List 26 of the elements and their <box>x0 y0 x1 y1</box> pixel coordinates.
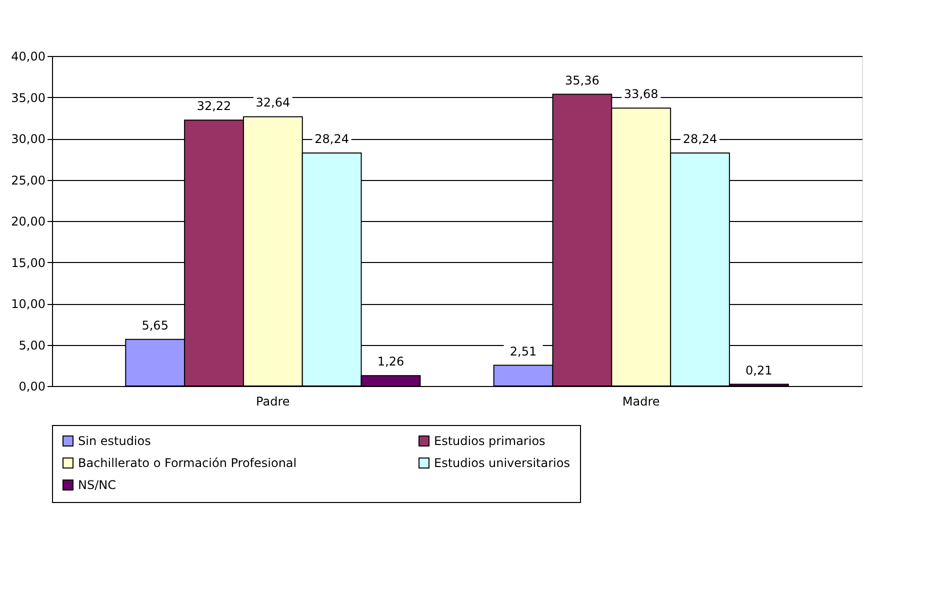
data-label: 33,68 <box>624 87 658 102</box>
y-tick-label: 20,00 <box>11 214 46 228</box>
data-label: 28,24 <box>314 132 349 146</box>
legend-label: Estudios primarios <box>434 434 546 448</box>
y-tick-label: 40,00 <box>11 50 46 64</box>
legend-label: Sin estudios <box>78 434 151 448</box>
y-tick-label: 35,00 <box>11 90 46 105</box>
legend-label: Bachillerato o Formación Profesional <box>78 456 297 470</box>
x-tick-label: Padre <box>256 394 290 408</box>
data-label: 5,65 <box>142 318 168 332</box>
legend-label: NS/NC <box>78 478 116 492</box>
y-tick-label: 10,00 <box>11 297 46 311</box>
data-label: 32,64 <box>256 96 290 110</box>
data-label: 35,36 <box>565 73 600 88</box>
data-label: 32,22 <box>196 99 232 114</box>
x-tick-label: Madre <box>622 394 660 408</box>
data-label: 2,51 <box>510 344 537 358</box>
y-tick-label: 0,00 <box>18 380 46 394</box>
legend-label: Estudios universitarios <box>434 456 570 470</box>
data-label: 28,24 <box>682 132 718 146</box>
data-label: 0,21 <box>746 363 772 378</box>
y-tick-label: 25,00 <box>11 173 46 188</box>
y-tick-label: 15,00 <box>11 256 46 270</box>
data-label: 1,26 <box>377 354 404 369</box>
y-tick-label: 5,00 <box>18 338 46 352</box>
y-tick-label: 30,00 <box>11 132 46 146</box>
